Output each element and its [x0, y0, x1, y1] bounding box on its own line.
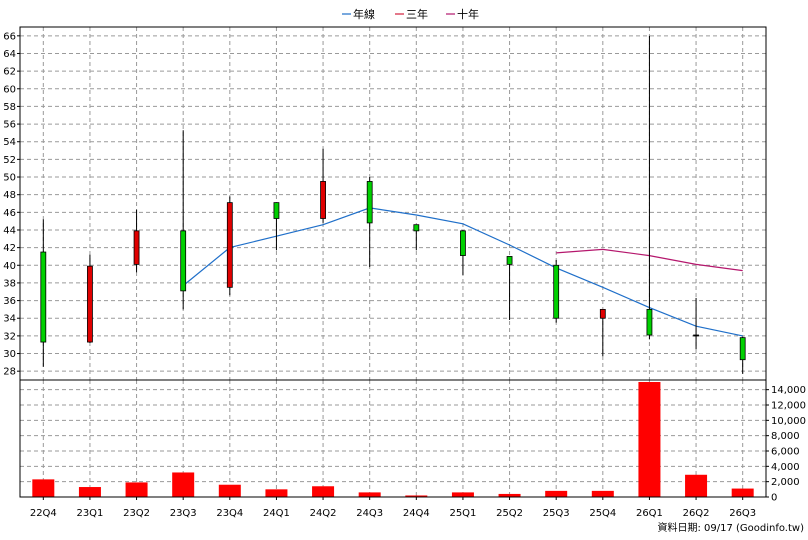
volume-bar	[78, 487, 101, 497]
quarter-tick-label: 22Q4	[30, 508, 57, 519]
legend-label: 年線	[353, 7, 375, 21]
candle-body	[693, 334, 699, 337]
data-date-label: 資料日期: 09/17 (Goodinfo.tw)	[657, 521, 804, 534]
candle-body	[320, 181, 326, 219]
quarter-tick-label: 24Q2	[310, 508, 337, 519]
price-tick-label: 64	[3, 49, 16, 60]
volume-bar	[312, 486, 335, 497]
candle-body	[180, 230, 187, 292]
price-tick-label: 62	[3, 67, 16, 78]
quarter-tick-label: 24Q4	[403, 508, 430, 519]
volume-tick-label: 8,000	[771, 431, 800, 442]
quarter-tick-label: 26Q1	[636, 508, 663, 519]
quarter-tick-label: 23Q4	[216, 508, 243, 519]
quarter-tick-label: 25Q2	[496, 508, 523, 519]
candle-body	[87, 265, 93, 343]
quarter-tick-label: 24Q3	[356, 508, 383, 519]
volume-tick-label: 4,000	[771, 462, 800, 473]
plot-frames	[19, 26, 767, 498]
quarter-tick-label: 24Q1	[263, 508, 290, 519]
volume-bar	[405, 495, 428, 497]
quarter-tick-label: 25Q1	[449, 508, 476, 519]
volume-bar	[498, 493, 521, 497]
price-tick-label: 48	[3, 190, 16, 201]
quarter-tick-label: 23Q1	[76, 508, 103, 519]
candle-body	[506, 256, 513, 265]
price-y-axis: 28 30 32 34 36 38 40 42 44 46 48 50 52 54 56 58 60 62 64 66	[3, 31, 20, 378]
legend-label: 十年	[457, 7, 479, 21]
quarter-x-axis: 22Q4 23Q1 23Q2 23Q3 23Q4 24Q1 24Q2 24Q3 24Q4 25Q1…	[30, 497, 756, 519]
quarter-tick-label: 25Q4	[589, 508, 616, 519]
volume-bar	[218, 484, 241, 497]
volume-bar	[265, 489, 288, 497]
price-tick-label: 38	[3, 278, 16, 289]
price-tick-label: 34	[3, 314, 16, 325]
candles	[40, 35, 746, 374]
price-tick-label: 44	[3, 225, 16, 236]
price-tick-label: 30	[3, 349, 16, 360]
price-tick-label: 28	[3, 367, 16, 378]
volume-grid	[20, 380, 766, 497]
quarter-tick-label: 23Q3	[170, 508, 197, 519]
price-tick-label: 32	[3, 331, 16, 342]
candle-body	[133, 230, 140, 265]
candle-body	[226, 202, 233, 288]
price-tick-label: 54	[3, 137, 16, 148]
volume-bars	[32, 382, 754, 497]
price-tick-label: 56	[3, 120, 16, 131]
price-tick-label: 36	[3, 296, 16, 307]
price-plot-frame	[19, 26, 767, 381]
volume-tick-label: 10,000	[771, 416, 806, 427]
volume-tick-label: 2,000	[771, 477, 800, 488]
volume-bar	[591, 490, 614, 497]
volume-bar	[32, 479, 55, 497]
candle-body	[739, 337, 746, 361]
chart-legend: 年線 三年 十年	[342, 7, 479, 21]
volume-tick-label: 6,000	[771, 447, 800, 458]
candle-body	[273, 202, 280, 219]
volume-bar	[731, 488, 754, 497]
volume-bar	[451, 492, 474, 497]
volume-plot-frame	[19, 379, 767, 498]
price-tick-label: 52	[3, 155, 16, 166]
volume-tick-label: 12,000	[771, 401, 806, 412]
quarter-tick-label: 26Q2	[683, 508, 710, 519]
volume-y-axis: 0 2,000 4,000 6,000 8,000 10,000 12,000 14,000	[766, 385, 806, 504]
volume-bar	[545, 490, 568, 497]
candle-body	[599, 308, 606, 319]
quarter-tick-label: 23Q2	[123, 508, 150, 519]
price-tick-label: 40	[3, 261, 16, 272]
candle-body	[646, 308, 653, 336]
candle-body	[553, 264, 560, 319]
price-tick-label: 58	[3, 102, 16, 113]
candle-body	[366, 181, 373, 224]
quarter-tick-label: 26Q3	[729, 508, 756, 519]
price-tick-label: 50	[3, 173, 16, 184]
price-tick-label: 60	[3, 84, 16, 95]
quarter-tick-label: 25Q3	[543, 508, 570, 519]
volume-bar	[685, 474, 708, 497]
volume-tick-label: 14,000	[771, 385, 806, 396]
legend-label: 三年	[406, 7, 428, 21]
volume-bar	[638, 382, 661, 497]
candle-body	[40, 251, 47, 343]
candle-body	[413, 224, 420, 232]
volume-bar	[358, 492, 381, 497]
price-tick-label: 46	[3, 208, 16, 219]
price-grid	[20, 27, 766, 380]
volume-bar	[172, 472, 195, 497]
candle-body	[460, 230, 466, 256]
price-tick-label: 66	[3, 31, 16, 42]
volume-tick-label: 0	[771, 493, 777, 504]
price-tick-label: 42	[3, 243, 16, 254]
volume-bar	[125, 482, 148, 497]
